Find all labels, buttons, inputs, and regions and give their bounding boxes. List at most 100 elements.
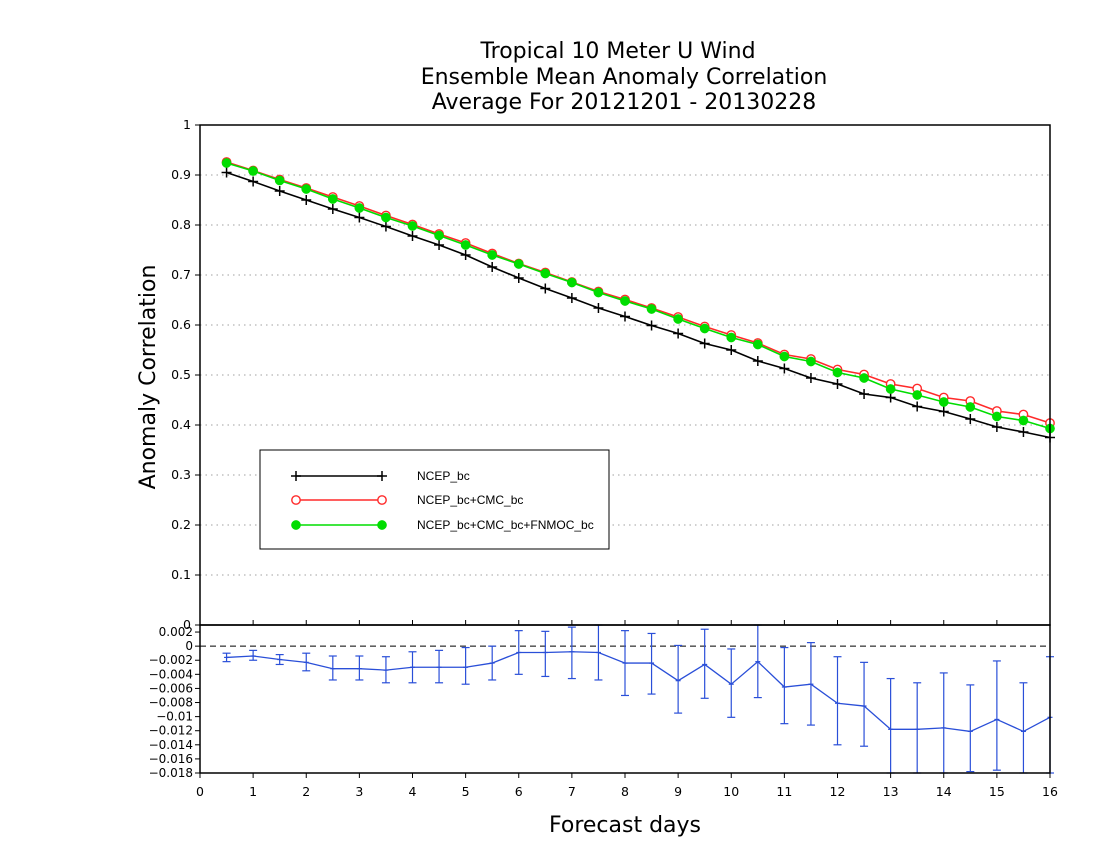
error-bar: [780, 646, 789, 725]
x-axis-title: Forecast days: [549, 813, 701, 838]
legend-marker-1: [291, 495, 301, 505]
series-marker-0: [221, 167, 232, 178]
error-bar: [1019, 682, 1028, 774]
series-marker-2: [646, 304, 657, 314]
series-marker-0: [593, 303, 604, 313]
series-marker-2: [726, 332, 737, 343]
series-marker-2: [699, 323, 710, 334]
main-series: [221, 157, 1055, 443]
legend-label-2: NCEP_bc+CMC_bc+FNMOC_bc: [417, 518, 594, 532]
error-bar: [541, 630, 550, 678]
series-marker-0: [859, 389, 870, 399]
series-marker-0: [965, 414, 976, 424]
y-tick-label: 0.2: [171, 517, 191, 532]
y-tick-label: 0.6: [171, 317, 191, 332]
series-marker-2: [301, 184, 312, 194]
y-tick-label: 1: [183, 117, 191, 132]
series-marker-0: [380, 221, 391, 232]
error-bar: [647, 632, 656, 695]
series-marker-2: [567, 277, 577, 288]
error-bar: [302, 652, 311, 672]
chart-title-line-2: Ensemble Mean Anomaly Correlation: [421, 65, 828, 90]
legend-marker-2: [291, 520, 301, 530]
diff-y-tick-label: −0.01: [156, 710, 193, 724]
x-tick-label: 14: [936, 784, 952, 799]
series-marker-2: [938, 397, 949, 407]
series-marker-2: [221, 158, 232, 168]
series-marker-0: [991, 422, 1002, 432]
diff-y-tick-label: −0.012: [149, 724, 193, 738]
series-marker-0: [460, 250, 471, 260]
series-marker-2: [593, 287, 604, 298]
main-y-ticks: 0 0.1 0.2 0.3 0.4 0.5 0.6 0.7 0.8 0.9 1: [171, 117, 200, 632]
x-tick-label: 6: [515, 784, 523, 799]
x-tick-label: 9: [674, 784, 682, 799]
x-tick-label: 7: [568, 784, 576, 799]
error-bar: [249, 649, 258, 661]
diff-y-tick-label: −0.008: [149, 696, 193, 710]
series-marker-2: [992, 411, 1002, 422]
difference-line: [226, 651, 1051, 733]
x-tick-label: 10: [723, 784, 739, 799]
series-marker-0: [620, 311, 630, 322]
series-marker-2: [885, 384, 896, 394]
x-tick-label: 11: [776, 784, 792, 799]
series-marker-0: [540, 283, 551, 294]
x-tick-label: 13: [883, 784, 899, 799]
error-bar: [966, 684, 975, 773]
legend-marker-1: [377, 495, 387, 505]
error-bar: [408, 651, 417, 684]
difference-series: [222, 624, 1054, 774]
series-marker-0: [513, 273, 524, 283]
diff-y-tick-label: 0.002: [159, 625, 193, 639]
x-tick-label: 15: [989, 784, 1005, 799]
series-marker-0: [752, 356, 763, 366]
series-marker-0: [805, 373, 816, 383]
series-marker-0: [407, 231, 418, 241]
series-marker-2: [859, 373, 869, 383]
series-marker-0: [301, 195, 312, 205]
series-marker-2: [487, 250, 498, 260]
error-bar: [674, 644, 683, 714]
series-marker-0: [673, 328, 684, 339]
error-bar: [753, 624, 762, 699]
y-tick-label: 0.9: [171, 167, 191, 182]
series-marker-0: [434, 240, 445, 250]
series-marker-2: [540, 268, 551, 279]
series-marker-2: [673, 314, 683, 324]
y-tick-label: 0.1: [171, 567, 191, 582]
error-bar: [435, 649, 444, 684]
diff-y-tick-label: −0.016: [149, 752, 193, 766]
series-marker-2: [806, 356, 816, 367]
series-marker-0: [327, 204, 338, 214]
x-tick-label: 1: [249, 784, 257, 799]
series-marker-0: [646, 320, 657, 331]
error-bar: [833, 656, 842, 746]
series-marker-2: [832, 367, 843, 378]
error-bar: [381, 656, 390, 684]
error-bar: [567, 626, 576, 680]
series-marker-2: [274, 175, 285, 186]
series-marker-2: [327, 194, 338, 204]
series-marker-2: [407, 221, 418, 231]
error-bar: [328, 655, 337, 681]
series-marker-2: [1018, 415, 1029, 426]
error-bar: [621, 630, 629, 697]
difference-y-ticks: 0.0020−0.002−0.004−0.006−0.008−0.01−0.01…: [149, 625, 200, 780]
x-tick-label: 12: [830, 784, 846, 799]
error-bar: [275, 653, 284, 666]
legend-label-0: NCEP_bc: [417, 469, 470, 483]
series-marker-0: [885, 392, 896, 403]
x-tick-label: 0: [196, 784, 204, 799]
error-bar: [860, 661, 869, 747]
error-bar: [913, 682, 922, 774]
diff-y-tick-label: −0.014: [149, 738, 193, 752]
y-tick-label: 0.4: [171, 417, 191, 432]
error-bar: [461, 646, 470, 685]
series-marker-2: [354, 203, 365, 213]
y-axis-title: Anomaly Correlation: [136, 265, 161, 490]
diff-y-tick-label: −0.002: [149, 653, 193, 667]
x-tick-label: 5: [462, 784, 470, 799]
y-tick-label: 0.7: [171, 267, 191, 282]
